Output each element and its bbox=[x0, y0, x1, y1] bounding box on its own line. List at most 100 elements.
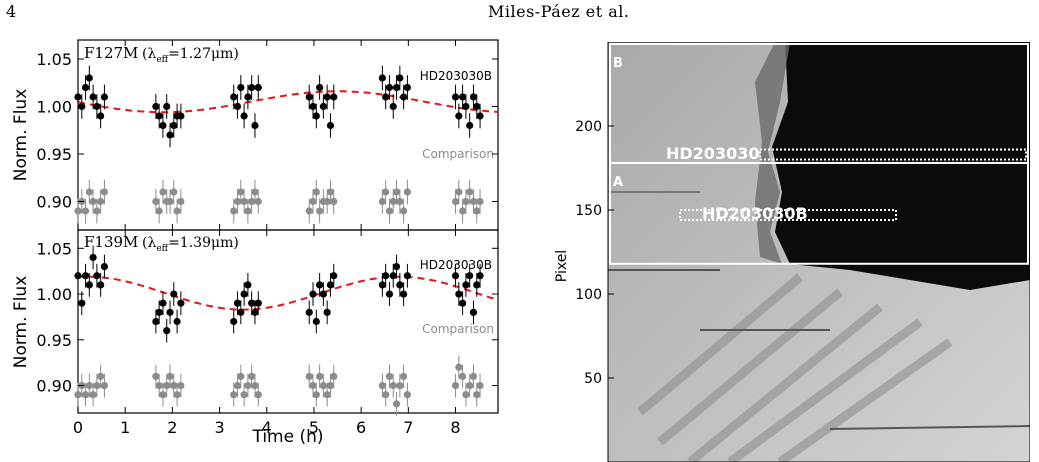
target-point bbox=[312, 112, 320, 120]
y-tick-label: 1.00 bbox=[36, 285, 72, 304]
hd203030b-label: HD203030B bbox=[702, 204, 808, 223]
target-point bbox=[74, 272, 82, 280]
target-point bbox=[309, 290, 317, 298]
target-point bbox=[89, 93, 97, 101]
target-point bbox=[244, 281, 252, 289]
target-point bbox=[326, 281, 335, 289]
comparison-point bbox=[170, 188, 178, 196]
hd203030b-aperture bbox=[679, 209, 897, 222]
region-label-a: A bbox=[613, 175, 623, 190]
target-point bbox=[237, 83, 245, 92]
target-point bbox=[152, 102, 160, 111]
target-point bbox=[309, 102, 317, 111]
spectral-image-figure: B A HD203030 HD203030B 50 100 150 200 Pixel bbox=[554, 42, 1030, 462]
target-point bbox=[469, 93, 478, 101]
target-point bbox=[81, 83, 90, 92]
comparison-point bbox=[74, 391, 82, 399]
target-point bbox=[323, 308, 331, 316]
target-point bbox=[81, 272, 90, 280]
lambda-label: (λeff=1.39μm) bbox=[142, 235, 239, 254]
target-point bbox=[385, 290, 394, 298]
comparison-point bbox=[159, 391, 167, 399]
x-tick-label: 5 bbox=[309, 418, 319, 437]
comparison-point bbox=[330, 197, 338, 206]
region-label-b: B bbox=[613, 56, 623, 71]
target-point bbox=[466, 272, 474, 280]
target-point bbox=[473, 281, 481, 289]
comparison-point bbox=[462, 391, 470, 399]
comparison-point bbox=[466, 188, 474, 196]
comparison-point bbox=[81, 391, 90, 399]
target-point bbox=[396, 281, 404, 289]
comparison-point bbox=[251, 381, 259, 390]
comparison-point bbox=[400, 207, 408, 215]
target-point bbox=[244, 93, 252, 101]
x-tick-label: 4 bbox=[262, 418, 272, 437]
comparison-point bbox=[248, 372, 256, 380]
comparison-point bbox=[230, 207, 238, 215]
target-point bbox=[462, 102, 470, 111]
saturated-star-region bbox=[772, 42, 1030, 290]
target-label: HD203030B bbox=[420, 69, 492, 83]
target-point bbox=[319, 102, 327, 111]
comparison-point bbox=[163, 381, 171, 390]
comparison-point bbox=[323, 197, 331, 206]
target-point bbox=[473, 102, 481, 111]
y-tick-label: 200 bbox=[575, 119, 602, 135]
comparison-point bbox=[462, 197, 470, 206]
target-point bbox=[305, 308, 313, 316]
target-point bbox=[382, 93, 390, 101]
target-point bbox=[378, 74, 386, 82]
comparison-point bbox=[237, 188, 245, 196]
comparison-point bbox=[248, 197, 256, 206]
y-axis-label: Pixel bbox=[554, 250, 570, 282]
comparison-point bbox=[389, 197, 397, 206]
comparison-point bbox=[305, 372, 313, 380]
comparison-point bbox=[319, 381, 327, 390]
target-point bbox=[93, 272, 101, 280]
filter-label: F127M bbox=[84, 44, 138, 62]
y-tick-label: 1.00 bbox=[36, 98, 72, 117]
comparison-point bbox=[166, 372, 174, 380]
light-curve-panel-f127m: F127M (λeff=1.27μm) HD203030B Comparison bbox=[74, 39, 499, 231]
comparison-point bbox=[396, 197, 404, 206]
target-point bbox=[451, 93, 460, 101]
light-curve-figure: F127M (λeff=1.27μm) HD203030B Comparison… bbox=[11, 39, 499, 447]
comparison-point bbox=[233, 197, 242, 206]
sinusoid-fit-line bbox=[77, 275, 499, 311]
target-point bbox=[403, 83, 411, 92]
comparison-point bbox=[316, 372, 324, 380]
x-axis-label: Time (h) bbox=[251, 427, 323, 447]
comparison-point bbox=[378, 197, 386, 206]
right-axes: 50 100 150 200 bbox=[575, 119, 614, 387]
comparison-point bbox=[173, 207, 181, 215]
x-tick-label: 2 bbox=[167, 418, 177, 437]
target-point bbox=[237, 308, 245, 316]
target-point bbox=[476, 272, 484, 280]
y-tick-label: 1.05 bbox=[36, 50, 72, 69]
comparison-point bbox=[254, 197, 262, 206]
hd203030-label: HD203030 bbox=[666, 144, 759, 163]
target-point bbox=[385, 83, 394, 92]
target-point bbox=[230, 317, 238, 326]
target-point bbox=[476, 112, 484, 120]
target-point bbox=[400, 290, 408, 298]
target-point bbox=[305, 93, 313, 101]
y-tick-label: 150 bbox=[575, 203, 602, 219]
target-point bbox=[378, 281, 386, 289]
comparison-point bbox=[93, 381, 101, 390]
target-point bbox=[97, 281, 105, 289]
comparison-point bbox=[237, 372, 245, 380]
target-point bbox=[155, 308, 163, 316]
comparison-point bbox=[155, 381, 163, 390]
target-point bbox=[248, 299, 256, 307]
running-title: Miles-Páez et al. bbox=[488, 2, 630, 21]
comparison-point bbox=[85, 188, 93, 196]
comparison-point bbox=[240, 197, 248, 206]
comparison-point bbox=[170, 381, 178, 390]
x-tick-label: 6 bbox=[356, 418, 366, 437]
comparison-point bbox=[230, 391, 238, 399]
target-point bbox=[251, 308, 259, 316]
comparison-point bbox=[476, 197, 484, 206]
target-point bbox=[392, 263, 401, 271]
